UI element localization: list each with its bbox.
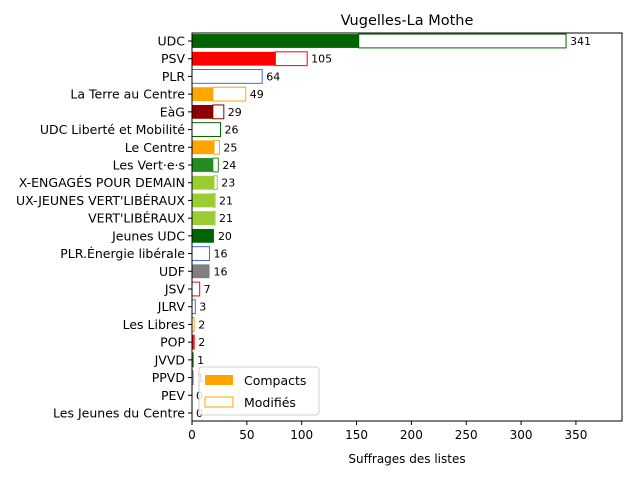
bar-value-label: 23 xyxy=(221,177,235,190)
bar-value-label: 105 xyxy=(311,53,332,66)
y-tick-label: PEV xyxy=(161,388,185,403)
bar-compacts xyxy=(192,51,276,66)
y-tick-label: PPVD xyxy=(152,370,185,385)
bar-modifies xyxy=(212,104,225,120)
y-tick-label: POP xyxy=(160,335,185,350)
legend-label-modifies: Modifiés xyxy=(244,395,296,410)
bar-modifies xyxy=(191,69,263,84)
bar-value-label: 21 xyxy=(219,212,233,225)
y-tick-label: EàG xyxy=(160,104,185,119)
bar-value-label: 21 xyxy=(219,194,233,207)
bar-value-label: 341 xyxy=(570,35,591,48)
plot-area: 34110564492926252423212120161673221100 xyxy=(191,33,591,420)
bar-value-label: 29 xyxy=(228,106,242,119)
x-tick-label: 50 xyxy=(239,428,254,442)
bar-value-label: 2 xyxy=(198,318,205,331)
chart-title: Vugelles-La Mothe xyxy=(341,13,474,29)
bar-value-label: 26 xyxy=(225,124,239,137)
y-tick-label: UDC xyxy=(157,34,185,49)
plot-frame xyxy=(191,32,623,422)
x-tick-label: 350 xyxy=(564,428,587,442)
bar-value-label: 2 xyxy=(198,336,205,349)
bar-modifies xyxy=(191,246,211,261)
bar-modifies xyxy=(213,139,220,155)
bar-modifies xyxy=(213,193,216,208)
y-tick-label: Le Centre xyxy=(125,140,186,155)
legend-label-compacts: Compacts xyxy=(244,373,306,388)
bar-modifies xyxy=(191,122,222,137)
bar-compacts xyxy=(192,34,359,48)
y-tick-label: Les Jeunes du Centre xyxy=(53,406,185,421)
y-tick-label: JVVD xyxy=(154,352,185,367)
y-tick-label: JLRV xyxy=(157,299,186,314)
x-tick-label: 300 xyxy=(510,428,533,442)
x-tick-label: 100 xyxy=(290,428,313,442)
y-tick-label: X-ENGAGÉS POUR DEMAIN xyxy=(19,175,185,190)
x-tick-label: 200 xyxy=(400,428,423,442)
x-axis-label: Suffrages des listes xyxy=(348,452,465,466)
y-tick-label: UX-JEUNES VERT'LIBÉRAUX xyxy=(16,193,185,208)
x-tick-label: 0 xyxy=(188,428,196,442)
bar-modifies xyxy=(274,51,308,67)
legend-swatch-modifies xyxy=(204,396,234,408)
bar-modifies xyxy=(213,210,216,226)
legend-swatch-compacts xyxy=(205,375,233,385)
bar-compacts xyxy=(192,158,213,172)
y-tick-label: UDF xyxy=(159,264,185,279)
bar-modifies xyxy=(191,281,201,297)
y-axis: UDC PSV PLR La Terre au Centre EàG UDC Libert… xyxy=(16,34,192,421)
bar-value-label: 16 xyxy=(214,248,228,261)
y-tick-label: PSV xyxy=(161,51,185,66)
y-tick-label: PLR.Énergie libérale xyxy=(60,246,185,261)
bar-value-label: 64 xyxy=(266,70,280,83)
bar-value-label: 25 xyxy=(223,141,237,154)
x-tick-label: 150 xyxy=(345,428,368,442)
y-tick-label: Les Libres xyxy=(123,317,185,332)
bar-value-label: 1 xyxy=(197,354,204,367)
bar-compacts xyxy=(192,228,214,243)
legend: Compacts Modifiés xyxy=(198,366,320,416)
y-tick-label: UDC Liberté et Mobilité xyxy=(40,122,185,137)
bar-modifies xyxy=(358,33,567,49)
bar-compacts xyxy=(192,264,210,279)
bar-value-label: 20 xyxy=(218,230,232,243)
bar-value-label: 3 xyxy=(199,301,206,314)
y-tick-label: JSV xyxy=(164,282,186,297)
y-tick-label: La Terre au Centre xyxy=(70,87,185,102)
bar-value-label: 49 xyxy=(250,88,264,101)
bar-modifies xyxy=(192,334,195,350)
bar-compacts xyxy=(192,175,214,190)
bar-compacts xyxy=(192,335,194,350)
bar-modifies xyxy=(213,175,218,191)
bar-value-label: 24 xyxy=(222,159,236,172)
y-tick-label: VERT'LIBÉRAUX xyxy=(88,211,185,226)
x-axis: 0 50 100 150 200 250 300 350 xyxy=(188,421,587,442)
bar-modifies xyxy=(212,86,247,102)
bar-compacts xyxy=(192,87,213,102)
x-tick-label: 250 xyxy=(455,428,478,442)
y-tick-label: Les Vert·e·s xyxy=(113,158,185,173)
bar-modifies xyxy=(212,157,219,173)
bar-compacts xyxy=(192,193,214,208)
bar-compacts xyxy=(192,104,213,119)
bar-value-label: 16 xyxy=(214,265,228,278)
y-tick-label: PLR xyxy=(162,69,186,84)
y-tick-label: Jeunes UDC xyxy=(111,228,185,243)
bar-compacts xyxy=(192,140,214,155)
bar-compacts xyxy=(192,211,214,226)
bar-value-label: 7 xyxy=(204,283,211,296)
